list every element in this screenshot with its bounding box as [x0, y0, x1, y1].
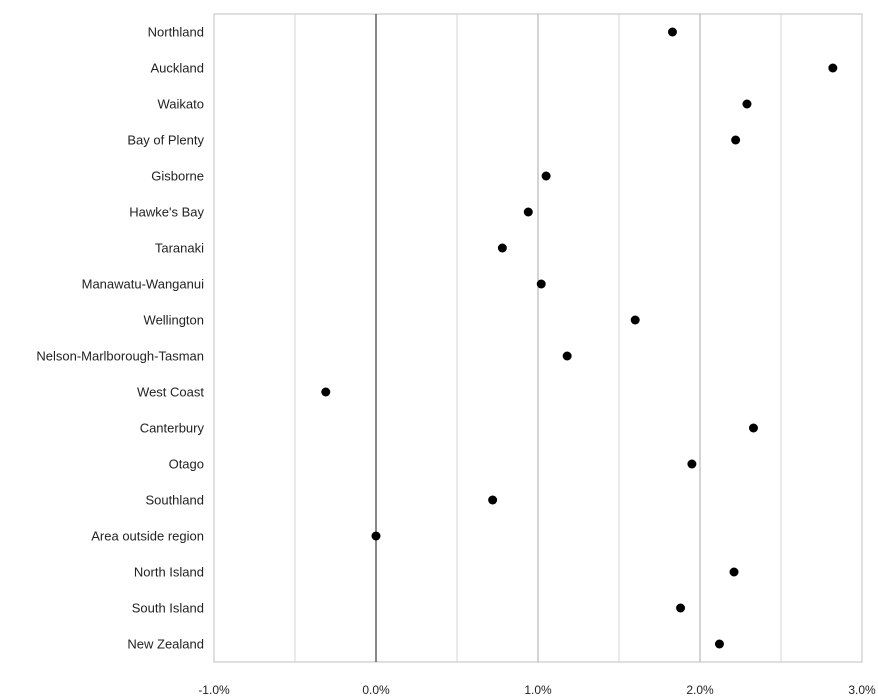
category-label: Canterbury — [140, 421, 205, 436]
category-labels: Northland Auckland Waikato Bay of Plenty Gis… — [36, 25, 204, 652]
category-label: Hawke's Bay — [129, 205, 204, 220]
category-label: Auckland — [151, 61, 204, 76]
data-point — [371, 531, 381, 541]
x-tick-label: 2.0% — [686, 683, 714, 697]
category-label: Northland — [148, 25, 204, 40]
x-tick-label: -1.0% — [198, 683, 230, 697]
data-point — [630, 315, 640, 325]
category-label: Otago — [169, 457, 204, 472]
category-label: Manawatu-Wanganui — [82, 277, 204, 292]
data-point — [523, 207, 533, 217]
data-point — [676, 603, 686, 613]
gridlines — [294, 14, 782, 662]
data-point — [687, 459, 697, 469]
category-label: Gisborne — [151, 169, 204, 184]
category-label: Southland — [145, 493, 204, 508]
category-label: Waikato — [158, 97, 204, 112]
data-point — [731, 135, 741, 145]
category-label: New Zealand — [127, 637, 204, 652]
data-point — [714, 639, 724, 649]
category-label: West Coast — [137, 385, 204, 400]
category-label: Taranaki — [155, 241, 204, 256]
data-point — [562, 351, 572, 361]
category-label: Nelson-Marlborough-Tasman — [36, 349, 204, 364]
category-label: South Island — [132, 601, 204, 616]
data-point — [748, 423, 758, 433]
x-tick-label: 3.0% — [848, 683, 876, 697]
data-point — [828, 63, 838, 73]
category-label: Wellington — [144, 313, 204, 328]
data-point — [321, 387, 331, 397]
category-label: Area outside region — [91, 529, 204, 544]
data-point — [742, 99, 752, 109]
data-point — [729, 567, 739, 577]
x-axis-tick-labels: -1.0% 0.0% 1.0% 2.0% 3.0% — [198, 683, 876, 697]
x-tick-label: 0.0% — [362, 683, 390, 697]
category-label: North Island — [134, 565, 204, 580]
data-point — [497, 243, 507, 253]
data-point — [488, 495, 498, 505]
data-points — [321, 27, 838, 649]
data-point — [541, 171, 551, 181]
x-tick-label: 1.0% — [524, 683, 552, 697]
data-point — [667, 27, 677, 37]
category-label: Bay of Plenty — [127, 133, 204, 148]
data-point — [536, 279, 546, 289]
